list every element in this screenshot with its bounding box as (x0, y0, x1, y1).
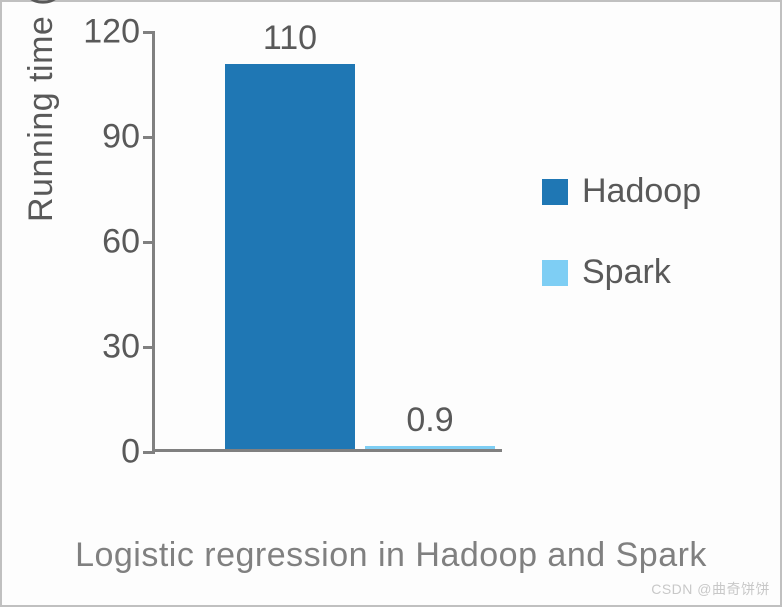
y-tick (143, 346, 155, 349)
y-tick (143, 241, 155, 244)
chart-caption: Logistic regression in Hadoop and Spark (2, 536, 780, 575)
y-tick-label: 0 (121, 433, 140, 472)
legend: Hadoop Spark (542, 172, 772, 334)
y-tick (143, 451, 155, 454)
legend-label: Spark (582, 253, 671, 292)
y-tick-label: 30 (102, 328, 140, 367)
legend-item: Hadoop (542, 172, 772, 211)
legend-swatch (542, 179, 568, 205)
legend-item: Spark (542, 253, 772, 292)
y-tick (143, 136, 155, 139)
y-tick-label: 120 (83, 13, 140, 52)
y-tick (143, 31, 155, 34)
y-axis-label: Running time (s) (22, 0, 61, 222)
bar-hadoop (225, 64, 355, 449)
chart-area: Running time (s) 03060901201100.9 Hadoop… (32, 22, 752, 512)
legend-swatch (542, 260, 568, 286)
chart-container: Running time (s) 03060901201100.9 Hadoop… (0, 0, 782, 607)
bar-value-label: 0.9 (406, 401, 453, 440)
plot-area: 03060901201100.9 (152, 32, 502, 452)
legend-label: Hadoop (582, 172, 701, 211)
y-tick-label: 60 (102, 223, 140, 262)
bar-spark (365, 446, 495, 449)
bar-value-label: 110 (263, 19, 317, 58)
y-tick-label: 90 (102, 118, 140, 157)
watermark: CSDN @曲奇饼饼 (651, 579, 770, 599)
